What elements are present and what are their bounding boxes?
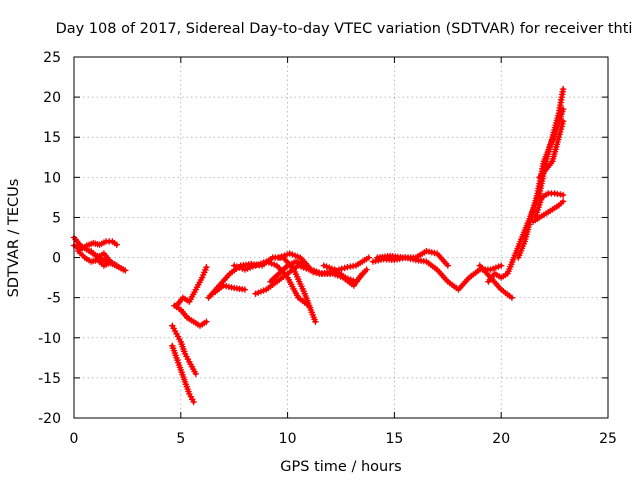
x-tick-label: 15: [385, 431, 403, 447]
series-markers: [169, 342, 197, 406]
series-arc-15: [320, 262, 370, 285]
series-markers: [374, 247, 451, 269]
y-tick-label: -5: [47, 291, 61, 307]
series-arc-9: [205, 254, 319, 325]
series-arc-11: [231, 258, 313, 309]
series-markers: [530, 198, 567, 225]
series-arc-23: [536, 118, 567, 181]
series-arc-8: [173, 264, 210, 309]
x-tick-label: 0: [70, 431, 79, 447]
series-arc-21: [532, 190, 567, 221]
y-tick-label: -15: [38, 371, 61, 387]
plot-area: [70, 85, 567, 406]
y-tick-label: 10: [43, 170, 61, 186]
x-tick-label: 5: [176, 431, 185, 447]
series-arc-6: [169, 322, 199, 378]
series-markers: [536, 118, 567, 181]
x-tick-label: 10: [279, 431, 297, 447]
series-markers: [231, 258, 313, 309]
y-tick-label: 20: [43, 90, 61, 106]
x-tick-label: 20: [492, 431, 510, 447]
y-tick-label: 5: [52, 210, 61, 226]
series-markers: [169, 322, 199, 378]
series-arc-5: [169, 342, 197, 406]
series-arc-22: [530, 198, 567, 225]
y-tick-label: -10: [38, 331, 61, 347]
axes-ticks: 0 5 10 15 20 25 -20 -15 -10 -5 0 5 10 15 20 25: [38, 50, 617, 447]
y-tick-label: 15: [43, 130, 61, 146]
series-arc-16: [369, 254, 505, 293]
y-tick-label: 25: [43, 50, 61, 66]
y-tick-label: 0: [52, 251, 61, 267]
series-arc-17: [374, 247, 451, 269]
y-axis-label: SDTVAR / TECUs: [6, 179, 22, 298]
series-markers: [173, 264, 210, 309]
series-arc-4: [87, 247, 127, 273]
x-axis-label: GPS time / hours: [280, 459, 401, 475]
chart-title: Day 108 of 2017, Sidereal Day-to-day VTE…: [56, 21, 633, 37]
series-markers: [209, 282, 249, 297]
series-markers: [320, 262, 370, 285]
x-tick-label: 25: [599, 431, 617, 447]
series-markers: [87, 247, 127, 273]
series-arc-10: [209, 282, 249, 297]
plot-frame: [73, 56, 609, 419]
series-arc-18: [476, 262, 516, 301]
grid: [74, 57, 608, 418]
y-tick-label: -20: [38, 411, 61, 427]
